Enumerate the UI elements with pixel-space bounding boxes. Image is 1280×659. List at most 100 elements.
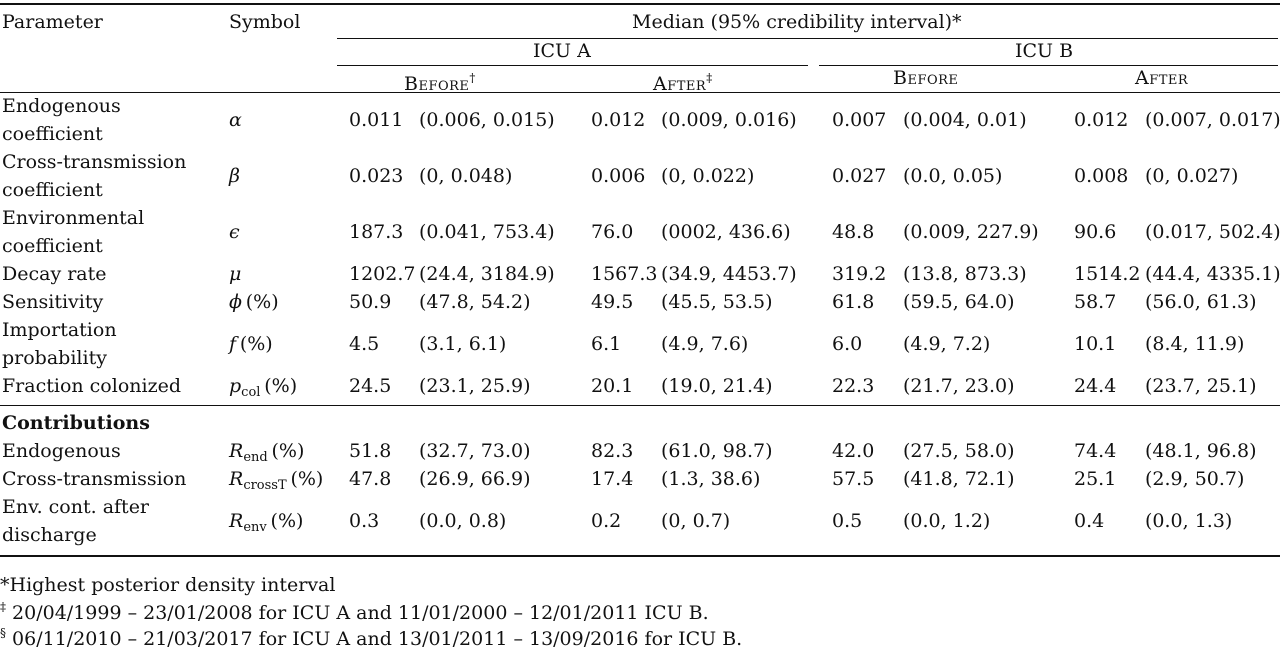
row-value-1-5: (0.0, 0.05) bbox=[903, 165, 1003, 187]
symbol-glyph: α bbox=[229, 109, 242, 131]
symbol-glyph: ϕ bbox=[229, 291, 242, 313]
row-value-4-3: (45.5, 53.5) bbox=[661, 291, 773, 313]
contrib-value-2-0: 0.3 bbox=[349, 510, 380, 532]
row-value-6-7: (23.7, 25.1) bbox=[1145, 375, 1257, 397]
symbol-unit: (%) bbox=[236, 333, 273, 355]
contrib-value-2-7: (0.0, 1.3) bbox=[1145, 510, 1233, 532]
symbol-unit: (%) bbox=[241, 291, 279, 313]
row-value-2-0: 187.3 bbox=[349, 221, 404, 243]
footnote-section-text: 06/11/2010 – 21/03/2017 for ICU A and 13… bbox=[6, 628, 743, 650]
row-value-3-6: 1514.2 bbox=[1074, 263, 1141, 285]
contrib-symbol-1: RcrossT (%) bbox=[229, 465, 323, 500]
contrib-param-1: Cross-transmission bbox=[2, 465, 186, 493]
median-underline bbox=[337, 38, 1278, 39]
row-param-5: Importation probability bbox=[2, 316, 117, 372]
row-value-0-3: (0.009, 0.016) bbox=[661, 109, 797, 131]
row-value-6-5: (21.7, 23.0) bbox=[903, 375, 1015, 397]
contrib-value-1-3: (1.3, 38.6) bbox=[661, 468, 761, 490]
icu-b-underline bbox=[819, 65, 1278, 66]
param-line: Env. cont. after bbox=[2, 496, 150, 518]
contrib-value-1-6: 25.1 bbox=[1074, 468, 1117, 490]
row-value-6-4: 22.3 bbox=[832, 375, 875, 397]
row-value-3-7: (44.4, 4335.1) bbox=[1145, 263, 1280, 285]
row-value-4-4: 61.8 bbox=[832, 291, 875, 313]
row-value-5-1: (3.1, 6.1) bbox=[419, 333, 507, 355]
row-symbol-2: ϵ bbox=[229, 218, 240, 246]
row-value-3-1: (24.4, 3184.9) bbox=[419, 263, 555, 285]
row-symbol-4: ϕ (%) bbox=[229, 288, 279, 316]
symbol-glyph: f bbox=[229, 333, 237, 355]
contrib-param-2: Env. cont. after discharge bbox=[2, 493, 149, 549]
col-header-after-b: After bbox=[1135, 67, 1189, 89]
row-symbol-0: α bbox=[229, 106, 242, 134]
row-value-0-6: 0.012 bbox=[1074, 109, 1129, 131]
row-value-1-6: 0.008 bbox=[1074, 165, 1129, 187]
param-line: Sensitivity bbox=[2, 291, 104, 313]
row-value-5-4: 6.0 bbox=[832, 333, 863, 355]
symbol-glyph: β bbox=[229, 165, 240, 187]
contrib-value-2-3: (0, 0.7) bbox=[661, 510, 731, 532]
row-value-1-0: 0.023 bbox=[349, 165, 404, 187]
col-header-after-a: After‡ bbox=[653, 64, 712, 98]
row-value-5-2: 6.1 bbox=[591, 333, 622, 355]
footnote-after-text: 20/04/1999 – 23/01/2008 for ICU A and 11… bbox=[6, 602, 709, 624]
param-line: Environmental bbox=[2, 207, 145, 229]
row-param-0: Endogenous coefficient bbox=[2, 92, 121, 148]
param-line: Cross-transmission bbox=[2, 151, 187, 173]
row-param-6: Fraction colonized bbox=[2, 372, 181, 400]
row-value-2-3: (0002, 436.6) bbox=[661, 221, 791, 243]
contrib-value-1-2: 17.4 bbox=[591, 468, 634, 490]
row-value-4-5: (59.5, 64.0) bbox=[903, 291, 1015, 313]
row-value-6-0: 24.5 bbox=[349, 375, 392, 397]
param-line: coefficient bbox=[2, 235, 103, 257]
row-value-5-3: (4.9, 7.6) bbox=[661, 333, 749, 355]
symbol-glyph: p bbox=[229, 375, 242, 397]
contrib-value-0-3: (61.0, 98.7) bbox=[661, 440, 773, 462]
contrib-rule bbox=[0, 405, 1280, 406]
param-line: coefficient bbox=[2, 179, 103, 201]
symbol-subscript: end bbox=[243, 450, 268, 465]
row-value-3-0: 1202.7 bbox=[349, 263, 416, 285]
col-header-icu-a: ICU A bbox=[533, 40, 591, 62]
contrib-value-2-5: (0.0, 1.2) bbox=[903, 510, 991, 532]
row-value-0-1: (0.006, 0.015) bbox=[419, 109, 555, 131]
row-value-2-7: (0.017, 502.4) bbox=[1145, 221, 1280, 243]
contrib-value-1-5: (41.8, 72.1) bbox=[903, 468, 1015, 490]
col-header-before-b: Before bbox=[893, 67, 959, 89]
dagger-mark: † bbox=[469, 71, 476, 85]
symbol-unit: (%) bbox=[286, 468, 324, 490]
row-symbol-3: μ bbox=[229, 260, 241, 288]
footnote-section-mark: § bbox=[0, 626, 6, 640]
symbol-glyph: R bbox=[229, 468, 244, 490]
contrib-value-2-1: (0.0, 0.8) bbox=[419, 510, 507, 532]
contributions-heading: Contributions bbox=[2, 412, 150, 434]
contrib-symbol-2: Renv (%) bbox=[229, 507, 303, 542]
row-value-6-2: 20.1 bbox=[591, 375, 634, 397]
contrib-value-1-0: 47.8 bbox=[349, 468, 392, 490]
row-value-2-1: (0.041, 753.4) bbox=[419, 221, 555, 243]
row-value-1-1: (0, 0.048) bbox=[419, 165, 513, 187]
row-value-3-2: 1567.3 bbox=[591, 263, 658, 285]
row-value-2-5: (0.009, 227.9) bbox=[903, 221, 1039, 243]
row-value-1-3: (0, 0.022) bbox=[661, 165, 755, 187]
param-line: discharge bbox=[2, 524, 97, 546]
contrib-value-0-5: (27.5, 58.0) bbox=[903, 440, 1015, 462]
param-line: Decay rate bbox=[2, 263, 107, 285]
param-line: Endogenous bbox=[2, 440, 121, 462]
param-line: Fraction colonized bbox=[2, 375, 181, 397]
param-line: coefficient bbox=[2, 123, 103, 145]
row-value-4-7: (56.0, 61.3) bbox=[1145, 291, 1257, 313]
row-value-5-7: (8.4, 11.9) bbox=[1145, 333, 1245, 355]
row-value-0-7: (0.007, 0.017) bbox=[1145, 109, 1280, 131]
row-value-5-6: 10.1 bbox=[1074, 333, 1117, 355]
row-param-3: Decay rate bbox=[2, 260, 107, 288]
col-header-before-a: Before† bbox=[404, 64, 475, 98]
row-value-0-4: 0.007 bbox=[832, 109, 887, 131]
bottom-rule bbox=[0, 555, 1280, 557]
double-dagger-mark: ‡ bbox=[706, 71, 713, 85]
icu-a-underline bbox=[337, 65, 808, 66]
row-value-4-0: 50.9 bbox=[349, 291, 392, 313]
top-rule bbox=[0, 3, 1280, 5]
before-a-label: Before bbox=[404, 73, 470, 95]
symbol-glyph: R bbox=[229, 440, 244, 462]
